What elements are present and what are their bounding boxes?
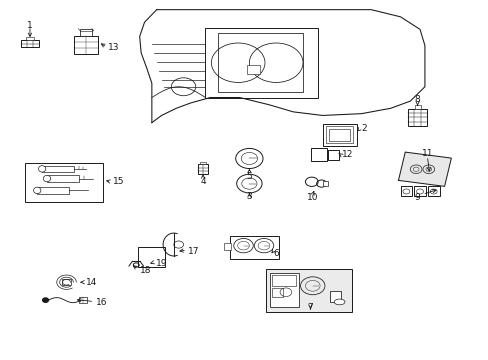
Text: 8: 8 [414, 95, 420, 104]
Bar [26, 37, 34, 40]
Text: 18: 18 [140, 266, 151, 275]
Ellipse shape [34, 187, 41, 194]
Bar [407, 109, 426, 126]
Ellipse shape [39, 166, 46, 172]
Circle shape [42, 298, 48, 302]
Text: 6: 6 [273, 249, 279, 258]
Bar [329, 291, 340, 302]
Bar [47, 175, 79, 182]
Bar [328, 129, 349, 140]
Text: 3: 3 [246, 192, 252, 201]
Bar [80, 29, 92, 36]
Text: 10: 10 [306, 193, 318, 202]
Bar [247, 65, 259, 74]
Text: 9: 9 [414, 193, 420, 202]
Text: 19: 19 [156, 259, 167, 268]
Bar [266, 269, 351, 312]
Text: 12: 12 [341, 150, 353, 159]
Bar [200, 162, 205, 165]
Bar [272, 275, 295, 286]
Bar [21, 40, 39, 47]
Bar [42, 166, 74, 172]
Ellipse shape [333, 299, 344, 305]
Bar [25, 163, 103, 202]
Text: 13: 13 [108, 43, 119, 52]
Bar [229, 235, 278, 259]
Text: 5: 5 [246, 172, 252, 181]
Bar [414, 105, 420, 109]
Bar [400, 186, 411, 196]
Text: 14: 14 [86, 278, 97, 287]
Bar [61, 279, 71, 285]
Text: 1: 1 [27, 21, 33, 30]
Bar [74, 36, 98, 54]
Bar [427, 186, 439, 196]
Bar [224, 243, 230, 250]
Bar [79, 297, 86, 303]
Bar [311, 148, 326, 161]
Text: 11: 11 [421, 149, 432, 158]
Polygon shape [398, 152, 450, 186]
Text: 16: 16 [96, 298, 107, 307]
Bar [217, 33, 303, 92]
Bar [413, 186, 425, 196]
Text: 4: 4 [200, 177, 205, 186]
Bar [138, 247, 164, 267]
Text: 17: 17 [188, 247, 200, 256]
Bar [205, 28, 317, 98]
Bar [322, 181, 328, 186]
Bar [272, 288, 283, 297]
Bar [270, 273, 298, 307]
Bar [37, 187, 69, 194]
Text: 15: 15 [113, 177, 124, 186]
Bar [197, 165, 208, 174]
Text: 7: 7 [307, 303, 312, 312]
Bar [322, 124, 356, 146]
Ellipse shape [43, 175, 51, 182]
Bar [325, 126, 352, 143]
Bar [327, 149, 338, 159]
Text: 2: 2 [361, 123, 366, 132]
